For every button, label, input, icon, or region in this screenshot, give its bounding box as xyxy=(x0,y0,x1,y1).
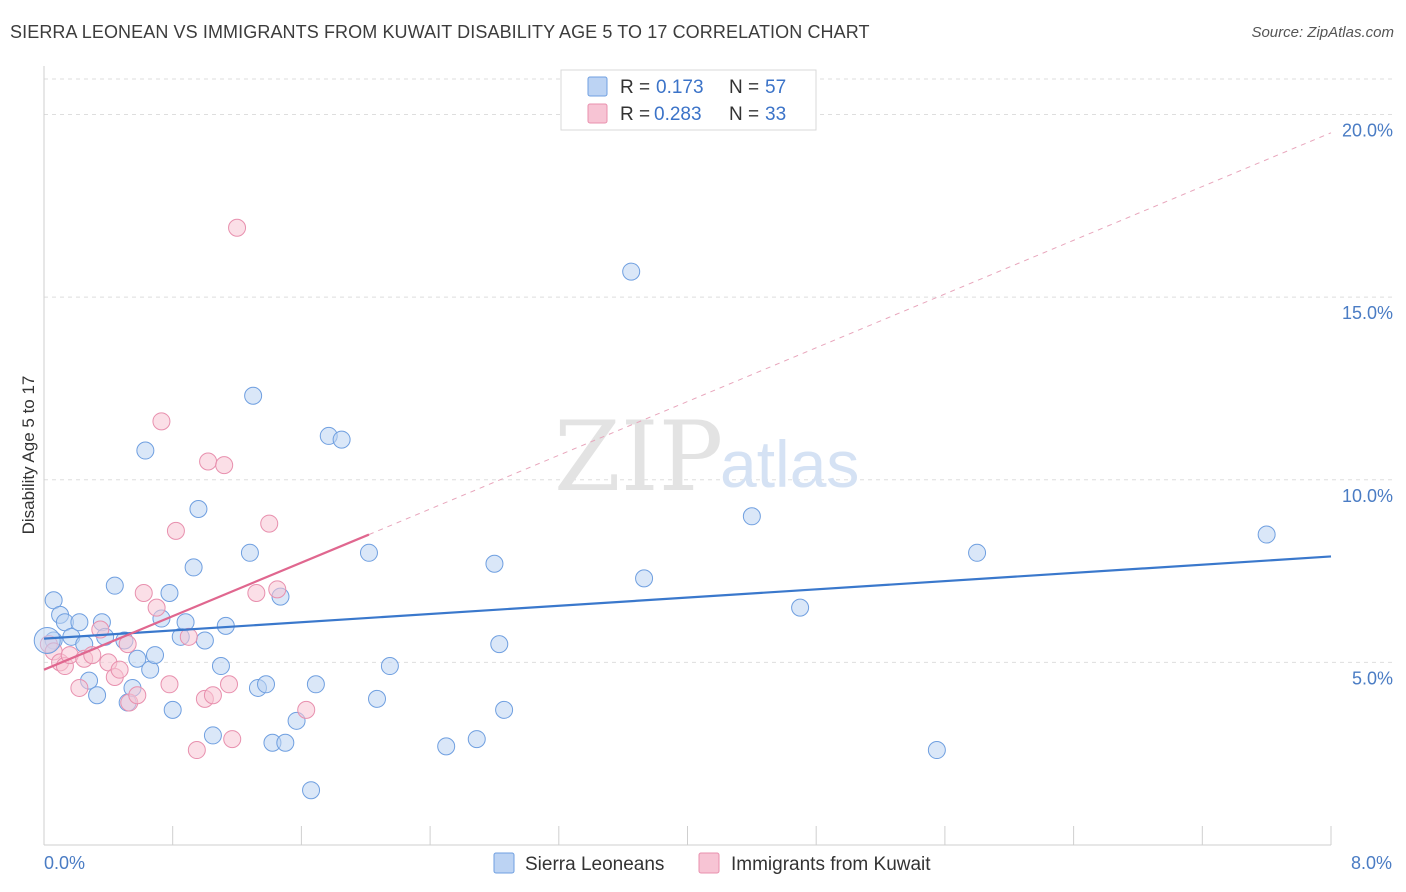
legend-r-value-2: 0.283 xyxy=(654,104,702,125)
data-point xyxy=(467,730,486,749)
data-point xyxy=(257,675,276,694)
legend-swatch-blue xyxy=(587,76,608,97)
data-point xyxy=(160,675,179,694)
legend-n-label-1: N = xyxy=(729,77,759,98)
grid-lines xyxy=(44,78,1392,663)
data-point xyxy=(128,649,147,668)
data-point xyxy=(152,412,171,431)
data-point xyxy=(927,741,946,760)
data-point xyxy=(244,386,263,405)
source-label: Source: ZipAtlas.com xyxy=(1251,24,1394,41)
legend-r-label-2: R = xyxy=(620,104,650,125)
data-point xyxy=(635,569,654,588)
trend-lines-back xyxy=(368,132,1332,536)
data-point xyxy=(184,558,203,577)
x-tick-label-max: 8.0% xyxy=(1351,853,1392,873)
legend-r-value-1: 0.173 xyxy=(656,77,704,98)
legend-n-value-2: 33 xyxy=(765,104,786,125)
data-point xyxy=(187,741,206,760)
y-tick-label: 15.0% xyxy=(1342,303,1393,323)
legend-r-label-1: R = xyxy=(620,77,650,98)
chart-title: SIERRA LEONEAN VS IMMIGRANTS FROM KUWAIT… xyxy=(10,22,870,42)
axes xyxy=(43,66,1332,846)
trend-line-kuwait-extended xyxy=(368,132,1332,536)
series-legend: Sierra Leoneans Immigrants from Kuwait xyxy=(493,852,931,875)
y-axis-label: Disability Age 5 to 17 xyxy=(19,376,38,535)
data-point xyxy=(70,613,89,632)
data-point xyxy=(228,218,247,237)
data-point xyxy=(302,781,321,800)
data-point xyxy=(199,452,218,471)
x-tick-label-min: 0.0% xyxy=(44,853,85,873)
data-point xyxy=(70,678,89,697)
data-point xyxy=(189,499,208,518)
data-point xyxy=(220,675,239,694)
data-point xyxy=(276,733,295,752)
data-point xyxy=(1257,525,1276,544)
data-point xyxy=(332,430,351,449)
data-point xyxy=(110,660,129,679)
watermark-zip: ZIP xyxy=(554,401,723,513)
data-point xyxy=(622,262,641,281)
data-point xyxy=(268,580,287,599)
data-point xyxy=(33,626,61,654)
data-point xyxy=(160,583,179,602)
data-point xyxy=(380,657,399,676)
data-point xyxy=(166,521,185,540)
watermark-atlas: atlas xyxy=(720,427,859,501)
data-point xyxy=(223,730,242,749)
y-tick-label: 20.0% xyxy=(1342,121,1393,141)
trend-lines-front xyxy=(43,533,1332,671)
data-point xyxy=(211,657,230,676)
data-point xyxy=(203,686,222,705)
data-point xyxy=(485,554,504,573)
data-point xyxy=(368,689,387,708)
bottom-legend-swatch-blue xyxy=(493,852,515,874)
y-tick-label: 5.0% xyxy=(1352,668,1393,688)
data-point xyxy=(306,675,325,694)
bottom-legend-swatch-pink xyxy=(698,852,720,874)
y-tick-label: 10.0% xyxy=(1342,486,1393,506)
data-point xyxy=(146,646,165,665)
data-point xyxy=(203,726,222,745)
data-point xyxy=(215,456,234,475)
trend-line-sierra-leoneans xyxy=(43,555,1332,640)
data-point xyxy=(437,737,456,756)
data-point xyxy=(163,700,182,719)
data-point xyxy=(134,583,153,602)
data-point xyxy=(147,598,166,617)
legend-swatch-pink xyxy=(587,103,608,124)
data-point xyxy=(968,543,987,562)
trend-line-kuwait xyxy=(43,533,370,671)
data-point xyxy=(490,635,509,654)
data-point xyxy=(247,583,266,602)
bottom-legend-label-1: Sierra Leoneans xyxy=(525,854,664,875)
data-point xyxy=(495,700,514,719)
data-point xyxy=(297,700,316,719)
data-point xyxy=(260,514,279,533)
data-point xyxy=(136,441,155,460)
data-point xyxy=(195,631,214,650)
legend-n-label-2: N = xyxy=(729,104,759,125)
y-tick-labels: 5.0% 10.0% 15.0% 20.0% xyxy=(1342,121,1393,689)
stats-legend: R = 0.173 N = 57 R = 0.283 N = 33 xyxy=(560,69,817,131)
data-point xyxy=(88,686,107,705)
data-points xyxy=(33,218,1276,800)
data-point xyxy=(359,543,378,562)
legend-n-value-1: 57 xyxy=(765,77,786,98)
data-point xyxy=(742,507,761,526)
data-point xyxy=(240,543,259,562)
data-point xyxy=(791,598,810,617)
data-point xyxy=(105,576,124,595)
bottom-legend-label-2: Immigrants from Kuwait xyxy=(731,854,931,875)
data-point xyxy=(128,686,147,705)
